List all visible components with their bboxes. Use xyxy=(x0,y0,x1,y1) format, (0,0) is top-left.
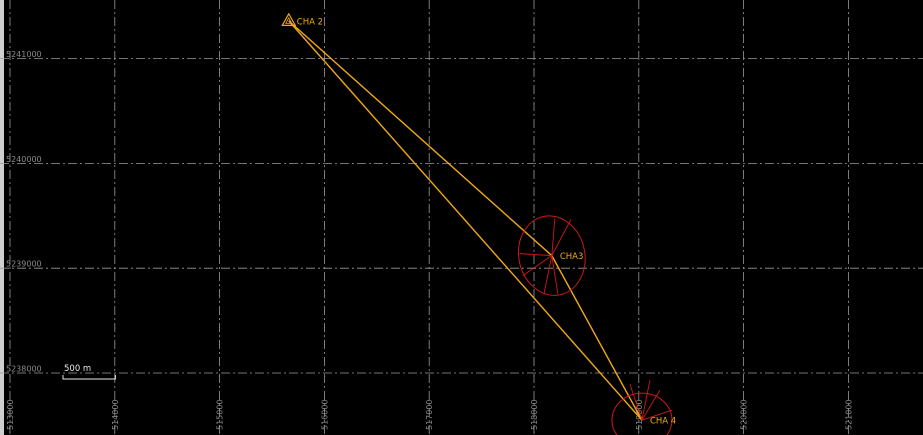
scale-bar-line xyxy=(62,375,116,380)
station-label: CHA3 xyxy=(560,252,584,262)
stations: CHA 2 CHA3 CHA 4 xyxy=(281,12,676,435)
northing-label: 5239000 xyxy=(6,260,42,269)
easting-label: 513000 xyxy=(6,399,15,430)
scale-bar: 500 m xyxy=(62,364,116,380)
error-ellipse-axis xyxy=(551,219,572,256)
easting-label: 514000 xyxy=(111,399,120,430)
station-label: CHA 2 xyxy=(297,17,323,27)
northing-label: 5238000 xyxy=(6,365,42,374)
station-label: CHA 4 xyxy=(650,417,676,427)
station-triangle-inner-icon xyxy=(285,17,293,24)
observation-line xyxy=(288,20,643,421)
easting-label: 521000 xyxy=(844,399,853,430)
error-ellipse-axis xyxy=(641,389,661,421)
error-ellipse-axis xyxy=(629,384,643,421)
error-ellipse-axis xyxy=(551,218,556,256)
easting-label: 518000 xyxy=(530,399,539,430)
error-ellipse-axis xyxy=(543,255,553,295)
error-ellipse xyxy=(517,215,586,296)
observation-line xyxy=(288,20,553,257)
station-triangle-icon xyxy=(281,12,297,26)
northing-label: 5240000 xyxy=(6,155,42,164)
observation-lines xyxy=(288,20,643,421)
error-ellipse xyxy=(611,392,673,435)
error-ellipse-axis xyxy=(519,253,552,257)
easting-label: 516000 xyxy=(320,399,329,430)
view-border xyxy=(0,0,4,435)
error-ellipse-axis xyxy=(522,255,553,276)
easting-label: 515000 xyxy=(216,399,225,430)
northing-label: 5241000 xyxy=(6,50,42,59)
error-ellipse-axis xyxy=(641,380,651,421)
easting-label: 517000 xyxy=(425,399,434,430)
error-ellipse-axis xyxy=(551,255,559,294)
easting-label: 520000 xyxy=(740,399,749,430)
scale-bar-label: 500 m xyxy=(64,364,91,374)
observation-line xyxy=(551,255,643,421)
error-ellipse-axis xyxy=(641,409,673,421)
